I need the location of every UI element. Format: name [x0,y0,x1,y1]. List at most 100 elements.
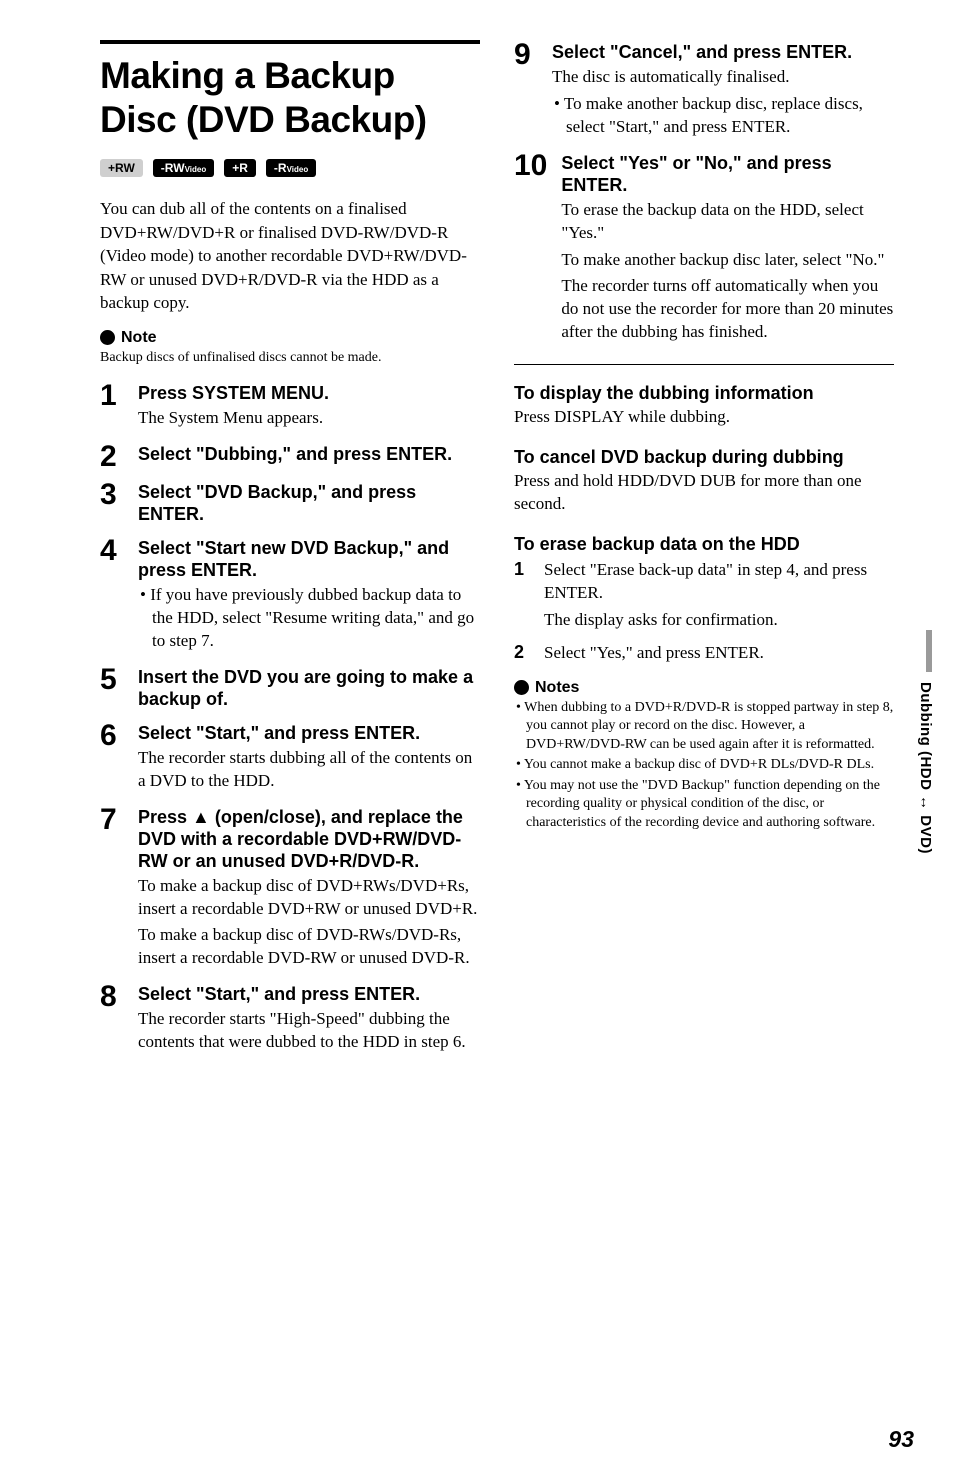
step-body: Select "Start," and press ENTER. The rec… [138,721,480,797]
step-7: 7 Press ▲ (open/close), and replace the … [100,805,480,975]
note-item: When dubbing to a DVD+R/DVD-R is stopped… [514,699,894,754]
note-head-text: Note [121,329,157,347]
substep-body: Select "Yes," and press ENTER. [544,642,764,669]
substep-line: The display asks for confirmation. [544,609,894,632]
step-6: 6 Select "Start," and press ENTER. The r… [100,721,480,797]
step-1: 1 Press SYSTEM MENU. The System Menu app… [100,381,480,434]
step-body: Select "Start," and press ENTER. The rec… [138,982,480,1058]
disc-type-badges: +RW -RWVideo +R -RVideo [100,159,480,177]
page-number: 93 [888,1426,914,1453]
substep-1: 1 Select "Erase back-up data" in step 4,… [514,559,894,636]
note-item: You may not use the "DVD Backup" functio… [514,777,894,832]
substeps-list: 1 Select "Erase back-up data" in step 4,… [514,559,894,669]
step-detail: To make another backup disc later, selec… [561,249,894,272]
badge-plus-rw: +RW [100,159,143,177]
intro-paragraph: You can dub all of the contents on a fin… [100,197,480,314]
notes-head-text: Notes [535,679,579,697]
notes-list: When dubbing to a DVD+R/DVD-R is stopped… [514,699,894,832]
two-column-layout: Making a Backup Disc (DVD Backup) +RW -R… [100,40,894,1066]
step-body: Insert the DVD you are going to make a b… [138,665,480,713]
subsection-body: Press and hold HDD/DVD DUB for more than… [514,470,894,516]
right-column: 9 Select "Cancel," and press ENTER. The … [514,40,894,1066]
steps-list-right: 9 Select "Cancel," and press ENTER. The … [514,40,894,348]
step-instruction: Press ▲ (open/close), and replace the DV… [138,807,480,873]
step-2: 2 Select "Dubbing," and press ENTER. [100,442,480,472]
step-instruction: Select "Dubbing," and press ENTER. [138,444,480,466]
step-3: 3 Select "DVD Backup," and press ENTER. [100,480,480,528]
step-instruction: Select "Yes" or "No," and press ENTER. [561,153,894,197]
title-rule [100,40,480,44]
step-8: 8 Select "Start," and press ENTER. The r… [100,982,480,1058]
badge-text: -RW [161,161,185,175]
step-body: Press SYSTEM MENU. The System Menu appea… [138,381,480,434]
badge-minus-r-video: -RVideo [266,159,316,177]
section-divider [514,364,894,365]
step-body: Select "DVD Backup," and press ENTER. [138,480,480,528]
step-instruction: Insert the DVD you are going to make a b… [138,667,480,711]
badge-sub: Video [185,165,207,174]
step-detail: To erase the backup data on the HDD, sel… [561,199,894,245]
step-5: 5 Insert the DVD you are going to make a… [100,665,480,713]
step-detail: The recorder starts "High-Speed" dubbing… [138,1008,480,1054]
side-tab: Dubbing (HDD ↔ DVD) [910,630,932,930]
page: Making a Backup Disc (DVD Backup) +RW -R… [0,0,954,1483]
step-instruction: Select "Start," and press ENTER. [138,984,480,1006]
step-body: Select "Dubbing," and press ENTER. [138,442,480,468]
badge-text: -R [274,161,287,175]
step-number: 10 [514,151,547,181]
step-instruction: Select "DVD Backup," and press ENTER. [138,482,480,526]
substep-2: 2 Select "Yes," and press ENTER. [514,642,894,669]
instr-pre: Press [138,807,192,827]
step-detail: The recorder starts dubbing all of the c… [138,747,480,793]
step-bullet: To make another backup disc, replace dis… [552,93,894,139]
step-number: 6 [100,721,124,751]
step-detail: The disc is automatically finalised. [552,66,894,89]
substep-number: 1 [514,559,530,636]
step-body: Select "Yes" or "No," and press ENTER. T… [561,151,894,349]
step-10: 10 Select "Yes" or "No," and press ENTER… [514,151,894,349]
substep-line: Select "Yes," and press ENTER. [544,642,764,665]
step-instruction: Select "Start," and press ENTER. [138,723,480,745]
left-column: Making a Backup Disc (DVD Backup) +RW -R… [100,40,480,1066]
step-number: 2 [100,442,124,472]
subheading-cancel-backup: To cancel DVD backup during dubbing [514,447,894,468]
step-instruction: Select "Start new DVD Backup," and press… [138,538,480,582]
step-number: 9 [514,40,538,70]
step-number: 3 [100,480,124,510]
note-body: Backup discs of unfinalised discs cannot… [100,349,480,368]
step-number: 4 [100,536,124,566]
step-9: 9 Select "Cancel," and press ENTER. The … [514,40,894,143]
step-instruction: Select "Cancel," and press ENTER. [552,42,894,64]
step-body: Select "Cancel," and press ENTER. The di… [552,40,894,143]
step-number: 1 [100,381,124,411]
step-number: 8 [100,982,124,1012]
substep-number: 2 [514,642,530,669]
step-detail: The System Menu appears. [138,407,480,430]
note-heading: Note [100,329,480,347]
step-number: 5 [100,665,124,695]
badge-minus-rw-video: -RWVideo [153,159,214,177]
step-detail: To make a backup disc of DVD+RWs/DVD+Rs,… [138,875,480,921]
substep-body: Select "Erase back-up data" in step 4, a… [544,559,894,636]
step-4: 4 Select "Start new DVD Backup," and pre… [100,536,480,657]
step-detail: The recorder turns off automatically whe… [561,275,894,344]
badge-plus-r: +R [224,159,256,177]
subsection-body: Press DISPLAY while dubbing. [514,406,894,429]
page-title: Making a Backup Disc (DVD Backup) [100,54,480,141]
notes-heading: Notes [514,679,894,697]
side-tab-label: Dubbing (HDD ↔ DVD) [917,682,934,854]
substep-line: Select "Erase back-up data" in step 4, a… [544,559,894,605]
note-item: You cannot make a backup disc of DVD+R D… [514,756,894,774]
step-bullet: If you have previously dubbed backup dat… [138,584,480,653]
step-number: 7 [100,805,124,835]
step-detail: To make a backup disc of DVD-RWs/DVD-Rs,… [138,924,480,970]
subheading-erase-backup: To erase backup data on the HDD [514,534,894,555]
steps-list-left: 1 Press SYSTEM MENU. The System Menu app… [100,381,480,1058]
step-instruction: Press SYSTEM MENU. [138,383,480,405]
step-body: Select "Start new DVD Backup," and press… [138,536,480,657]
eject-icon: ▲ [192,807,210,827]
side-tab-bar [926,630,932,672]
subheading-display-info: To display the dubbing information [514,383,894,404]
step-body: Press ▲ (open/close), and replace the DV… [138,805,480,975]
badge-sub: Video [287,165,309,174]
